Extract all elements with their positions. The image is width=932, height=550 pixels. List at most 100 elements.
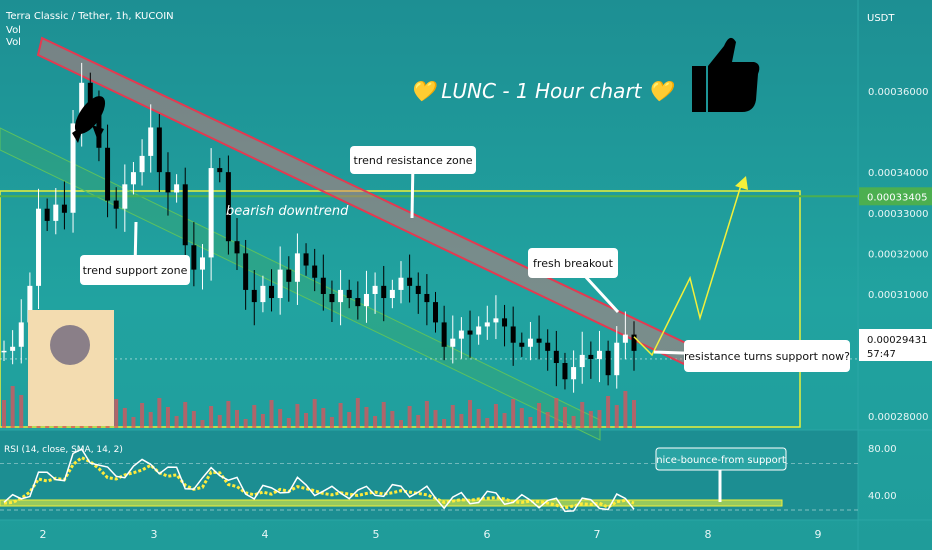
candle-body <box>61 204 67 213</box>
rsi-note-box <box>655 447 787 471</box>
candle-body <box>165 172 171 193</box>
mascot-head <box>50 325 90 365</box>
candle-body <box>441 322 447 347</box>
volume-bar <box>493 404 498 428</box>
rocket-icon <box>72 96 106 143</box>
rsi-ma-line <box>3 455 635 510</box>
candle-body <box>346 289 352 299</box>
candle-body <box>208 168 214 258</box>
candle-body <box>122 184 128 209</box>
volume-bar <box>528 417 533 428</box>
volume-bar <box>537 403 542 428</box>
volume-bar <box>269 400 274 428</box>
volume-bar <box>10 386 15 428</box>
candle-body <box>70 123 76 213</box>
candle-body <box>130 172 136 185</box>
current-price-label: 0.00029431 <box>867 335 927 346</box>
candle-body <box>588 354 594 359</box>
symbol-label: Terra Classic / Tether, 1h, KUCOIN <box>6 11 174 22</box>
candle-body <box>484 322 490 327</box>
candle-body <box>277 269 283 299</box>
y-tick-label: 0.00036000 <box>868 87 928 98</box>
volume-bar <box>165 407 170 428</box>
candle-body <box>10 346 16 351</box>
volume-bar <box>235 410 240 428</box>
volume-bar <box>217 415 222 428</box>
candle-body <box>493 318 499 323</box>
volume-bar <box>632 400 636 428</box>
volume-bar <box>174 416 179 428</box>
candle-body <box>148 127 154 156</box>
volume-bar <box>545 412 550 428</box>
support-callout-box <box>80 255 190 285</box>
volume-bar <box>347 412 352 428</box>
rsi-note-text: nice-bounce-from support <box>656 455 786 466</box>
projection-arrowhead <box>735 176 748 190</box>
volume-bar <box>580 402 585 428</box>
current-price-badge <box>859 329 932 361</box>
candle-body <box>605 350 611 376</box>
candle-body <box>174 184 180 193</box>
volume-label-2: Vol <box>6 37 21 48</box>
volume-bar <box>183 402 188 428</box>
volume-bar <box>468 400 473 428</box>
volume-bar <box>278 409 283 428</box>
volume-bar <box>519 408 524 428</box>
volume-bar <box>321 408 326 428</box>
candle-body <box>105 147 111 201</box>
candle-body <box>562 363 568 380</box>
volume-bar <box>606 396 611 428</box>
candle-body <box>225 172 231 242</box>
candle-body <box>614 342 620 376</box>
y-tick-label: 0.00032000 <box>868 249 928 260</box>
volume-bar <box>122 408 127 428</box>
candle-body <box>320 277 326 294</box>
rsi-support-band <box>0 499 783 507</box>
volume-bar <box>191 411 196 428</box>
projection-path <box>633 181 743 357</box>
candle-body <box>329 293 335 303</box>
resistance-callout-box <box>350 146 476 174</box>
volume-bar <box>511 399 516 428</box>
volume-bar <box>312 399 317 428</box>
candle-body <box>536 338 542 343</box>
candle-body <box>191 245 197 270</box>
volume-bar <box>131 417 136 428</box>
breakout-callout-box <box>528 248 618 278</box>
volume-bar <box>554 398 559 428</box>
volume-bar <box>209 406 214 428</box>
candle-body <box>398 277 404 290</box>
candle-body <box>303 253 309 266</box>
candle-body <box>545 342 551 351</box>
rsi-tick-label: 40.00 <box>868 491 897 502</box>
candle-body <box>381 285 387 299</box>
volume-bar <box>2 400 6 428</box>
retest-callout-text: resistance turns support now? <box>684 350 850 363</box>
volume-bar <box>226 401 231 428</box>
y-tick-label: 0.00034000 <box>868 168 928 179</box>
resistance-callout-text: trend resistance zone <box>354 154 473 167</box>
target-price-badge <box>859 187 932 206</box>
rsi-tick-label: 80.00 <box>868 444 897 455</box>
candle-body <box>355 298 361 307</box>
candle-body <box>44 208 50 221</box>
candle-body <box>87 82 93 108</box>
candle-body <box>519 342 525 347</box>
volume-bar <box>364 407 369 428</box>
volume-bar <box>502 413 507 428</box>
candle-body <box>251 289 257 303</box>
y-tick-label: 0.00028000 <box>868 412 928 423</box>
volume-bar <box>390 411 395 428</box>
volume-bar <box>424 401 429 428</box>
support-channel <box>0 127 601 441</box>
volume-bar <box>398 420 403 428</box>
candle-body <box>372 285 378 294</box>
downtrend-label: bearish downtrend <box>226 204 349 219</box>
volume-bar <box>588 411 593 428</box>
candle-body <box>199 257 205 270</box>
countdown-label: 57:47 <box>867 349 896 360</box>
candle-body <box>1 350 7 353</box>
breakout-callout-text: fresh breakout <box>533 257 614 270</box>
candle-body <box>596 350 602 359</box>
